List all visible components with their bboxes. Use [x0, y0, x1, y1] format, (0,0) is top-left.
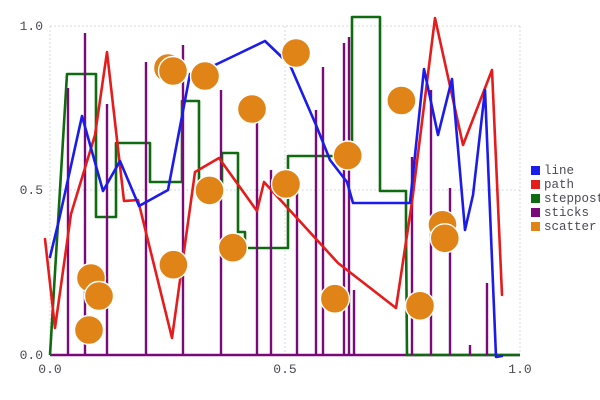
svg-text:path: path — [544, 178, 574, 192]
svg-text:line: line — [544, 164, 574, 178]
svg-text:0.0: 0.0 — [38, 362, 61, 377]
svg-text:sticks: sticks — [544, 206, 589, 220]
svg-text:scatter: scatter — [544, 220, 597, 234]
svg-text:steppost: steppost — [544, 192, 600, 206]
svg-text:0.5: 0.5 — [273, 362, 296, 377]
svg-text:0.5: 0.5 — [20, 183, 43, 198]
svg-text:1.0: 1.0 — [508, 362, 531, 377]
svg-text:1.0: 1.0 — [20, 19, 43, 34]
svg-text:0.0: 0.0 — [20, 348, 43, 363]
